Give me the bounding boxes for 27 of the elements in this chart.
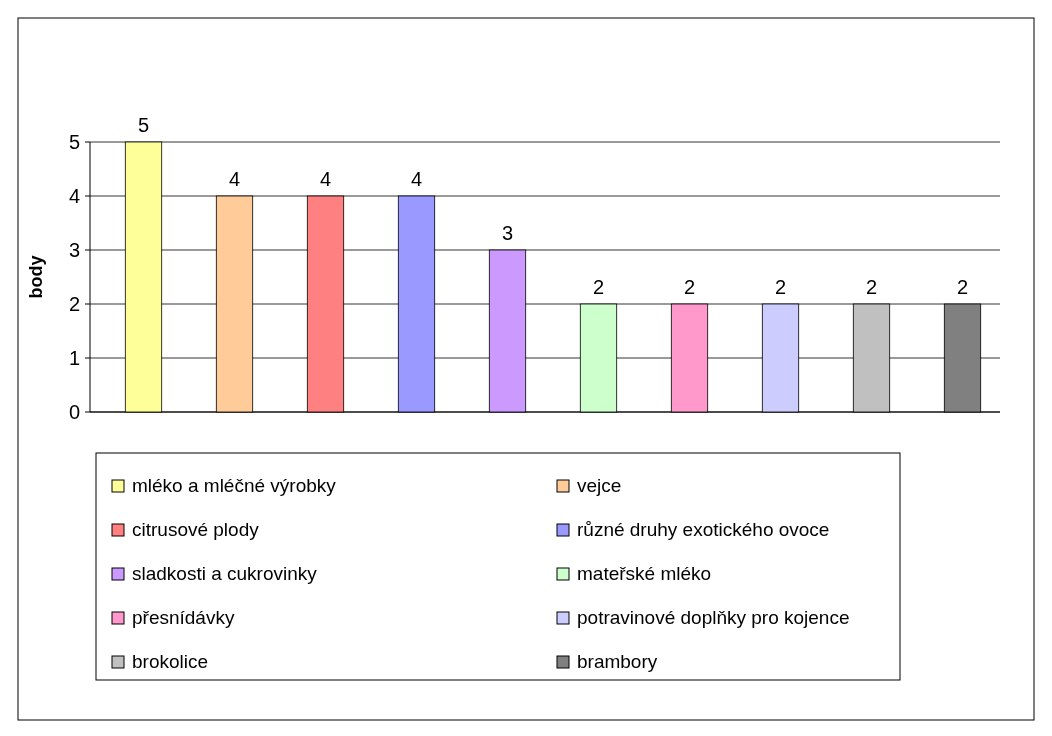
- y-axis-title: body: [26, 255, 46, 299]
- data-label: 4: [410, 168, 423, 190]
- data-label: 5: [137, 114, 150, 136]
- data-label: 3: [501, 222, 514, 244]
- legend-label: sladkosti a cukrovinky: [132, 563, 318, 584]
- legend-label: brambory: [577, 651, 658, 672]
- y-tick-label: 0: [68, 401, 80, 423]
- legend-label: přesnídávky: [132, 607, 235, 628]
- data-label: 2: [865, 276, 878, 298]
- y-tick-label: 5: [68, 131, 80, 153]
- legend-label: potravinové doplňky pro kojence: [577, 607, 850, 628]
- y-tick-label: 1: [68, 347, 80, 369]
- data-label: 2: [592, 276, 605, 298]
- data-label: 2: [956, 276, 969, 298]
- y-tick-label: 4: [68, 185, 80, 207]
- legend-label: různé druhy exotického ovoce: [577, 519, 830, 540]
- legend-label: citrusové plody: [132, 519, 260, 540]
- legend-label: mateřské mléko: [577, 563, 712, 584]
- legend-label: mléko a mléčné výrobky: [132, 475, 337, 496]
- data-label: 4: [319, 168, 332, 190]
- legend-label: vejce: [577, 475, 622, 496]
- y-tick-label: 2: [68, 293, 80, 315]
- y-tick-label: 3: [68, 239, 80, 261]
- legend-label: brokolice: [132, 651, 209, 672]
- data-label: 2: [683, 276, 696, 298]
- data-label: 4: [228, 168, 241, 190]
- data-label: 2: [774, 276, 787, 298]
